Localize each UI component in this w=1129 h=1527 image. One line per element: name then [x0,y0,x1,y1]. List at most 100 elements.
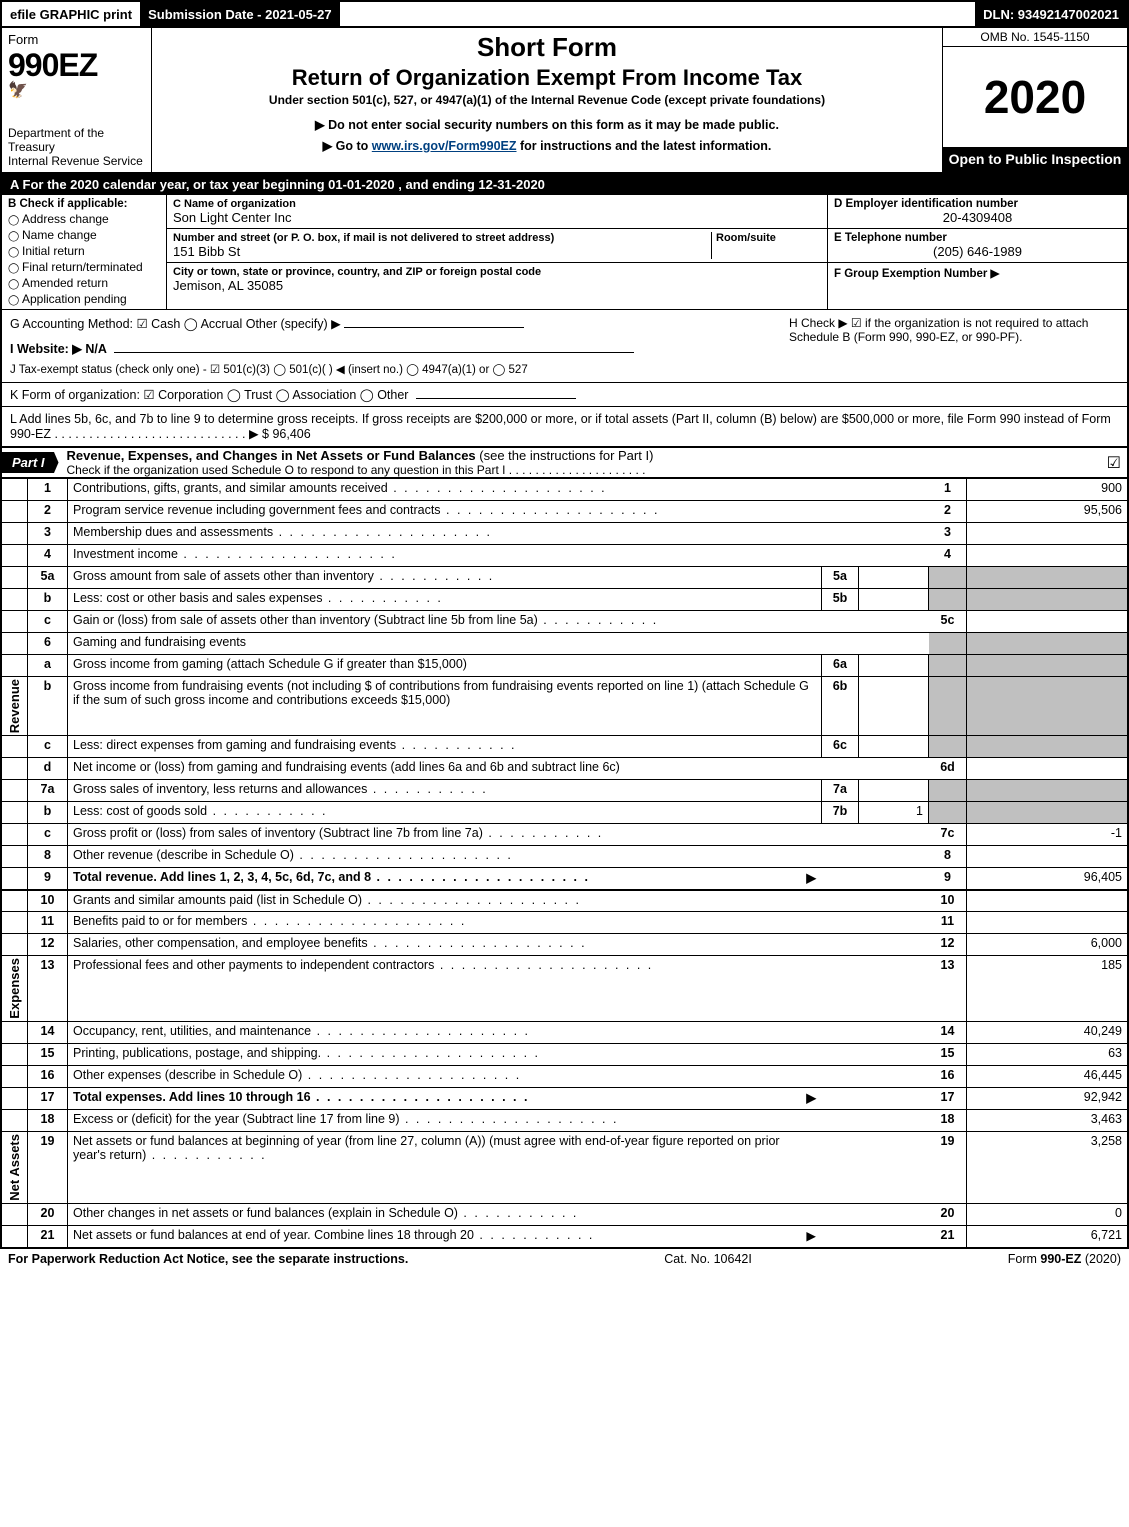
form-number: 990EZ [8,47,145,84]
result-line-number: 3 [929,523,967,544]
sub-line-value [859,611,929,632]
chk-amended-return[interactable]: Amended return [8,276,160,290]
result-line-number [929,780,967,801]
ein-value: 20-4309408 [834,210,1121,225]
submission-date: Submission Date - 2021-05-27 [140,2,340,26]
line-description: Other revenue (describe in Schedule O) [68,846,821,867]
result-value: 96,405 [967,868,1127,889]
group-exemption-label: F Group Exemption Number ▶ [834,266,1121,280]
result-value [967,567,1127,588]
result-value: 185 [967,956,1127,1021]
section-l-value: 96,406 [272,427,310,441]
sub-line-number [821,523,859,544]
chk-final-return[interactable]: Final return/terminated [8,260,160,274]
side-label-cell [2,655,28,676]
sub-line-number [821,1044,859,1065]
org-name-value: Son Light Center Inc [173,210,821,225]
section-i: I Website: ▶ N/A [10,342,107,356]
sections-g-h: G Accounting Method: ☑ Cash ◯ Accrual Ot… [0,310,1129,383]
sub-line-value: 1 [859,802,929,823]
side-label-cell: Net Assets [2,1132,28,1203]
result-line-number: 14 [929,1022,967,1043]
side-label-cell [2,934,28,955]
side-label-cell [2,633,28,654]
side-label-cell [2,780,28,801]
section-l-text: L Add lines 5b, 6c, and 7b to line 9 to … [10,412,1111,441]
result-line-number: 17 [929,1088,967,1109]
sub-line-number: 7b [821,802,859,823]
sub-line-number [821,1022,859,1043]
line-description: Printing, publications, postage, and shi… [68,1044,821,1065]
sub-line-number [821,545,859,566]
sub-line-value [859,934,929,955]
result-line-number: 8 [929,846,967,867]
result-value: 900 [967,479,1127,500]
line-number: 11 [28,912,68,933]
section-b: B Check if applicable: Address change Na… [2,195,167,309]
line-number: 12 [28,934,68,955]
sub-line-number: 5a [821,567,859,588]
line-description: Professional fees and other payments to … [68,956,821,1021]
line-description: Benefits paid to or for members [68,912,821,933]
under-section: Under section 501(c), 527, or 4947(a)(1)… [162,93,932,107]
result-value: 3,463 [967,1110,1127,1131]
sub-line-value [859,1066,929,1087]
result-line-number: 21 [929,1226,967,1247]
side-label-cell [2,1044,28,1065]
result-line-number: 5c [929,611,967,632]
line-description: Gross profit or (loss) from sales of inv… [68,824,821,845]
result-line-number [929,633,967,654]
sub-line-value [859,523,929,544]
result-line-number: 2 [929,501,967,522]
sub-line-value [859,567,929,588]
result-value [967,677,1127,735]
sub-line-number [821,1110,859,1131]
sub-line-value [859,677,929,735]
goto-link[interactable]: www.irs.gov/Form990EZ [372,139,517,153]
line-description: Gross income from gaming (attach Schedul… [68,655,821,676]
org-name-row: C Name of organization Son Light Center … [167,195,827,229]
org-city-row: City or town, state or province, country… [167,263,827,296]
result-line-number [929,589,967,610]
result-line-number: 19 [929,1132,967,1203]
line-description: Total revenue. Add lines 1, 2, 3, 4, 5c,… [68,868,821,889]
part-1-title: Revenue, Expenses, and Changes in Net As… [67,448,480,463]
sub-line-value [859,479,929,500]
chk-name-change[interactable]: Name change [8,228,160,242]
line-description: Total expenses. Add lines 10 through 16 … [68,1088,821,1109]
form-ref: Form 990-EZ (2020) [1008,1252,1121,1266]
line-number: 14 [28,1022,68,1043]
result-value: 92,942 [967,1088,1127,1109]
line-number: c [28,824,68,845]
efile-print[interactable]: efile GRAPHIC print [2,2,140,26]
section-c: C Name of organization Son Light Center … [167,195,827,309]
form-header: Form 990EZ 🦅 Department of the Treasury … [0,28,1129,174]
result-value [967,545,1127,566]
sub-line-number [821,633,859,654]
chk-initial-return[interactable]: Initial return [8,244,160,258]
sub-line-number: 6b [821,677,859,735]
result-line-number: 7c [929,824,967,845]
line-description: Membership dues and assessments [68,523,821,544]
result-line-number: 6d [929,758,967,779]
side-label-cell [2,1204,28,1225]
sub-line-value [859,846,929,867]
result-line-number: 4 [929,545,967,566]
side-label-cell [2,479,28,500]
part-1-schedule-o-check[interactable]: ☑ [1107,453,1121,473]
chk-address-change[interactable]: Address change [8,212,160,226]
chk-application-pending[interactable]: Application pending [8,292,160,306]
side-label-cell [2,1066,28,1087]
result-line-number [929,677,967,735]
section-j: J Tax-exempt status (check only one) ‑ ☑… [10,362,789,376]
sub-line-number [821,1066,859,1087]
line-number: b [28,677,68,735]
result-line-number: 16 [929,1066,967,1087]
result-line-number: 13 [929,956,967,1021]
room-label: Room/suite [716,232,821,244]
sub-line-number [821,956,859,1021]
result-value: 95,506 [967,501,1127,522]
top-bar: efile GRAPHIC print Submission Date - 20… [0,0,1129,28]
line-number: d [28,758,68,779]
line-description: Net assets or fund balances at end of ye… [68,1226,821,1247]
